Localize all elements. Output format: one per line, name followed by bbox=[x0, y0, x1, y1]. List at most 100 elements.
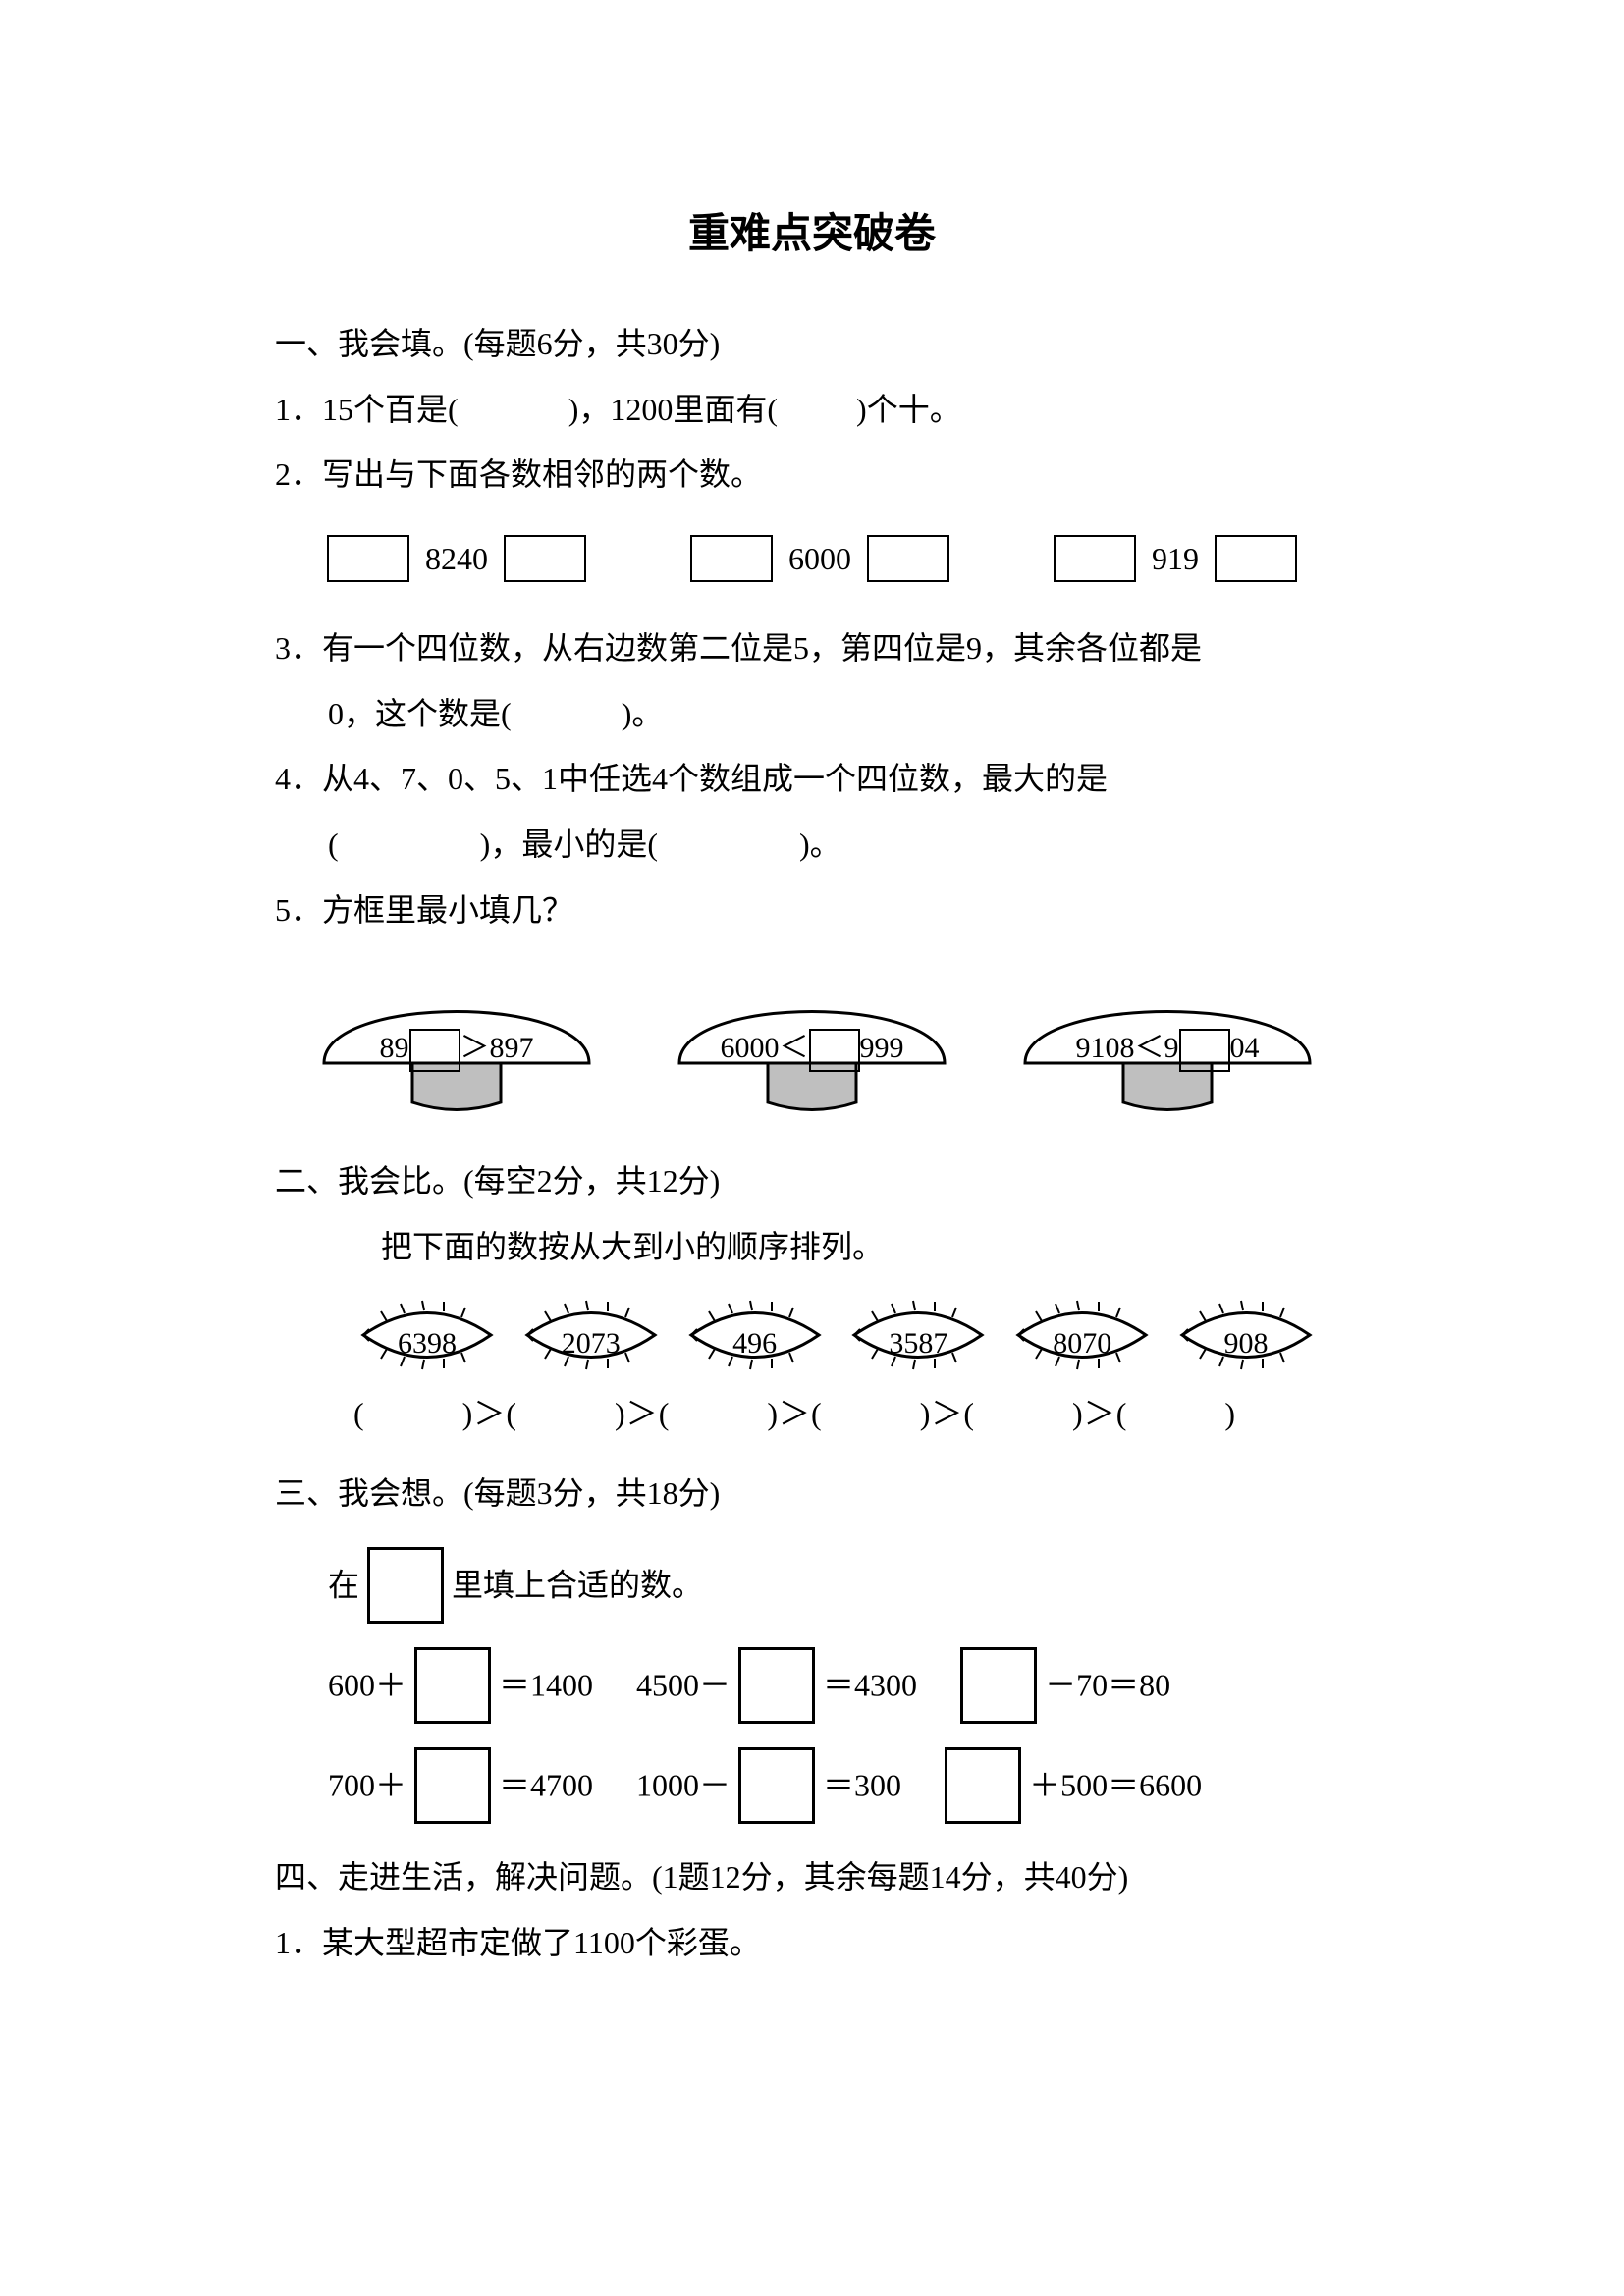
blank-box bbox=[409, 1029, 460, 1072]
m2-a: 6000＜ bbox=[721, 1032, 809, 1064]
blank-box bbox=[504, 535, 586, 582]
q3-line1: 3．有一个四位数，从右边数第二位是5，第四位是9，其余各位都是 bbox=[275, 618, 1349, 678]
s3-a: 在 bbox=[328, 1568, 359, 1603]
section-2-head: 二、我会比。(每空2分，共12分) bbox=[275, 1151, 1349, 1211]
lp: ( bbox=[1116, 1396, 1128, 1431]
page-title: 重难点突破卷 bbox=[275, 196, 1349, 275]
q1-text-b: )，1200里面有( bbox=[568, 392, 778, 427]
leaf-num-6: 908 bbox=[1172, 1315, 1320, 1371]
q2-group-2: 6000 bbox=[686, 526, 953, 589]
mushroom-row: 89 ＞897 6000＜ 999 9108＜904 bbox=[304, 965, 1320, 1122]
q2-group-3: 919 bbox=[1050, 526, 1301, 589]
q3-blank bbox=[519, 696, 614, 731]
lp: ( bbox=[811, 1396, 823, 1431]
m1-a: 89 bbox=[380, 1032, 409, 1064]
q3-text-c: )。 bbox=[622, 696, 664, 731]
s2-sub: 把下面的数按从大到小的顺序排列。 bbox=[275, 1217, 1349, 1277]
mushroom-1: 89 ＞897 bbox=[304, 965, 609, 1122]
rp: ) bbox=[1072, 1396, 1084, 1431]
q4-blank-2 bbox=[666, 827, 791, 862]
blank-box bbox=[867, 535, 949, 582]
r2a: 700＋ bbox=[328, 1768, 406, 1803]
mushroom-2-expr: 6000＜ 999 bbox=[660, 1020, 964, 1076]
q1-blank-2 bbox=[785, 392, 848, 427]
gt: ＞ bbox=[779, 1396, 811, 1431]
r2b: ＝4700 bbox=[499, 1768, 593, 1803]
q1-text-c: )个十。 bbox=[856, 392, 961, 427]
blank-box bbox=[414, 1647, 491, 1724]
q2-number-row: 8240 6000 919 bbox=[275, 524, 1349, 589]
lp: ( bbox=[659, 1396, 671, 1431]
gt: ＞ bbox=[626, 1396, 659, 1431]
leaf-num-3: 496 bbox=[681, 1315, 829, 1371]
s3-b: 里填上合适的数。 bbox=[452, 1568, 703, 1603]
gt: ＞ bbox=[1084, 1396, 1116, 1431]
q4-line2: ( )，最小的是( )。 bbox=[275, 815, 1349, 875]
s3-intro: 在 里填上合适的数。 bbox=[328, 1547, 1349, 1624]
blank-box bbox=[367, 1547, 444, 1624]
leaf-num-4: 3587 bbox=[844, 1315, 992, 1371]
leaf-4: 3587 bbox=[844, 1296, 992, 1374]
r1d: ＝4300 bbox=[823, 1668, 917, 1703]
section-3-head: 三、我会想。(每题3分，共18分) bbox=[275, 1464, 1349, 1523]
blank-box bbox=[690, 535, 773, 582]
blank-box bbox=[1215, 535, 1297, 582]
q3-text-b: 0，这个数是( bbox=[328, 696, 512, 731]
s3-row2: 700＋ ＝4700 1000－ ＝300 ＋500＝6600 bbox=[328, 1747, 1349, 1824]
leaf-6: 908 bbox=[1172, 1296, 1320, 1374]
worksheet-page: 重难点突破卷 一、我会填。(每题6分，共30分) 1．15个百是( )，1200… bbox=[0, 0, 1624, 2071]
blank-box bbox=[960, 1647, 1037, 1724]
blank-box bbox=[945, 1747, 1021, 1824]
s4-q1: 1．某大型超市定做了1100个彩蛋。 bbox=[275, 1913, 1349, 1973]
q2-group-1: 8240 bbox=[323, 526, 590, 589]
section-4-head: 四、走进生活，解决问题。(1题12分，其余每题14分，共40分) bbox=[275, 1847, 1349, 1907]
leaf-num-1: 6398 bbox=[353, 1315, 501, 1371]
blank-box bbox=[1179, 1029, 1230, 1072]
m3-b: 04 bbox=[1230, 1032, 1260, 1064]
mushroom-3-expr: 9108＜904 bbox=[1015, 1020, 1320, 1076]
m1-b: ＞897 bbox=[460, 1032, 534, 1064]
section-1-head: 一、我会填。(每题6分，共30分) bbox=[275, 314, 1349, 374]
q3-line2: 0，这个数是( )。 bbox=[275, 684, 1349, 744]
lp: ( bbox=[963, 1396, 975, 1431]
mushroom-3: 9108＜904 bbox=[1015, 965, 1320, 1122]
rp: ) bbox=[767, 1396, 779, 1431]
s3-row1: 600＋ ＝1400 4500－ ＝4300 －70＝80 bbox=[328, 1647, 1349, 1724]
q5: 5．方框里最小填几？ bbox=[275, 881, 1349, 940]
mushroom-1-expr: 89 ＞897 bbox=[304, 1020, 609, 1076]
gt: ＞ bbox=[931, 1396, 963, 1431]
q4-text-b: ( bbox=[328, 827, 339, 862]
blank-box bbox=[414, 1747, 491, 1824]
rp: ) bbox=[1224, 1396, 1236, 1431]
blank-box bbox=[738, 1747, 815, 1824]
r1b: ＝1400 bbox=[499, 1668, 593, 1703]
r2e: ＋500＝6600 bbox=[1029, 1768, 1202, 1803]
blank-box bbox=[738, 1647, 815, 1724]
q1-text-a: 1．15个百是( bbox=[275, 392, 459, 427]
q4-line1: 4．从4、7、0、5、1中任选4个数组成一个四位数，最大的是 bbox=[275, 749, 1349, 809]
q1-blank-1 bbox=[466, 392, 561, 427]
leaf-3: 496 bbox=[681, 1296, 829, 1374]
leaf-5: 8070 bbox=[1008, 1296, 1156, 1374]
r1c: 4500－ bbox=[636, 1668, 731, 1703]
rp: ) bbox=[920, 1396, 932, 1431]
leaf-1: 6398 bbox=[353, 1296, 501, 1374]
q1: 1．15个百是( )，1200里面有( )个十。 bbox=[275, 380, 1349, 440]
q2-num-3: 919 bbox=[1152, 529, 1199, 589]
rp: ) bbox=[462, 1396, 474, 1431]
leaf-row: 6398 2073 496 bbox=[353, 1296, 1320, 1374]
leaf-num-2: 2073 bbox=[517, 1315, 665, 1371]
lp: ( bbox=[506, 1396, 517, 1431]
gt: ＞ bbox=[473, 1396, 506, 1431]
compare-line: ( )＞( )＞( )＞( )＞( )＞( ) bbox=[353, 1384, 1320, 1444]
r2d: ＝300 bbox=[823, 1768, 901, 1803]
rp: ) bbox=[615, 1396, 626, 1431]
blank-box bbox=[327, 535, 409, 582]
r2c: 1000－ bbox=[636, 1768, 731, 1803]
m2-b: 999 bbox=[860, 1032, 904, 1064]
q2-num-2: 6000 bbox=[788, 529, 851, 589]
q2-num-1: 8240 bbox=[425, 529, 488, 589]
r1a: 600＋ bbox=[328, 1668, 406, 1703]
lp: ( bbox=[353, 1396, 365, 1431]
q4-text-d: )。 bbox=[799, 827, 841, 862]
